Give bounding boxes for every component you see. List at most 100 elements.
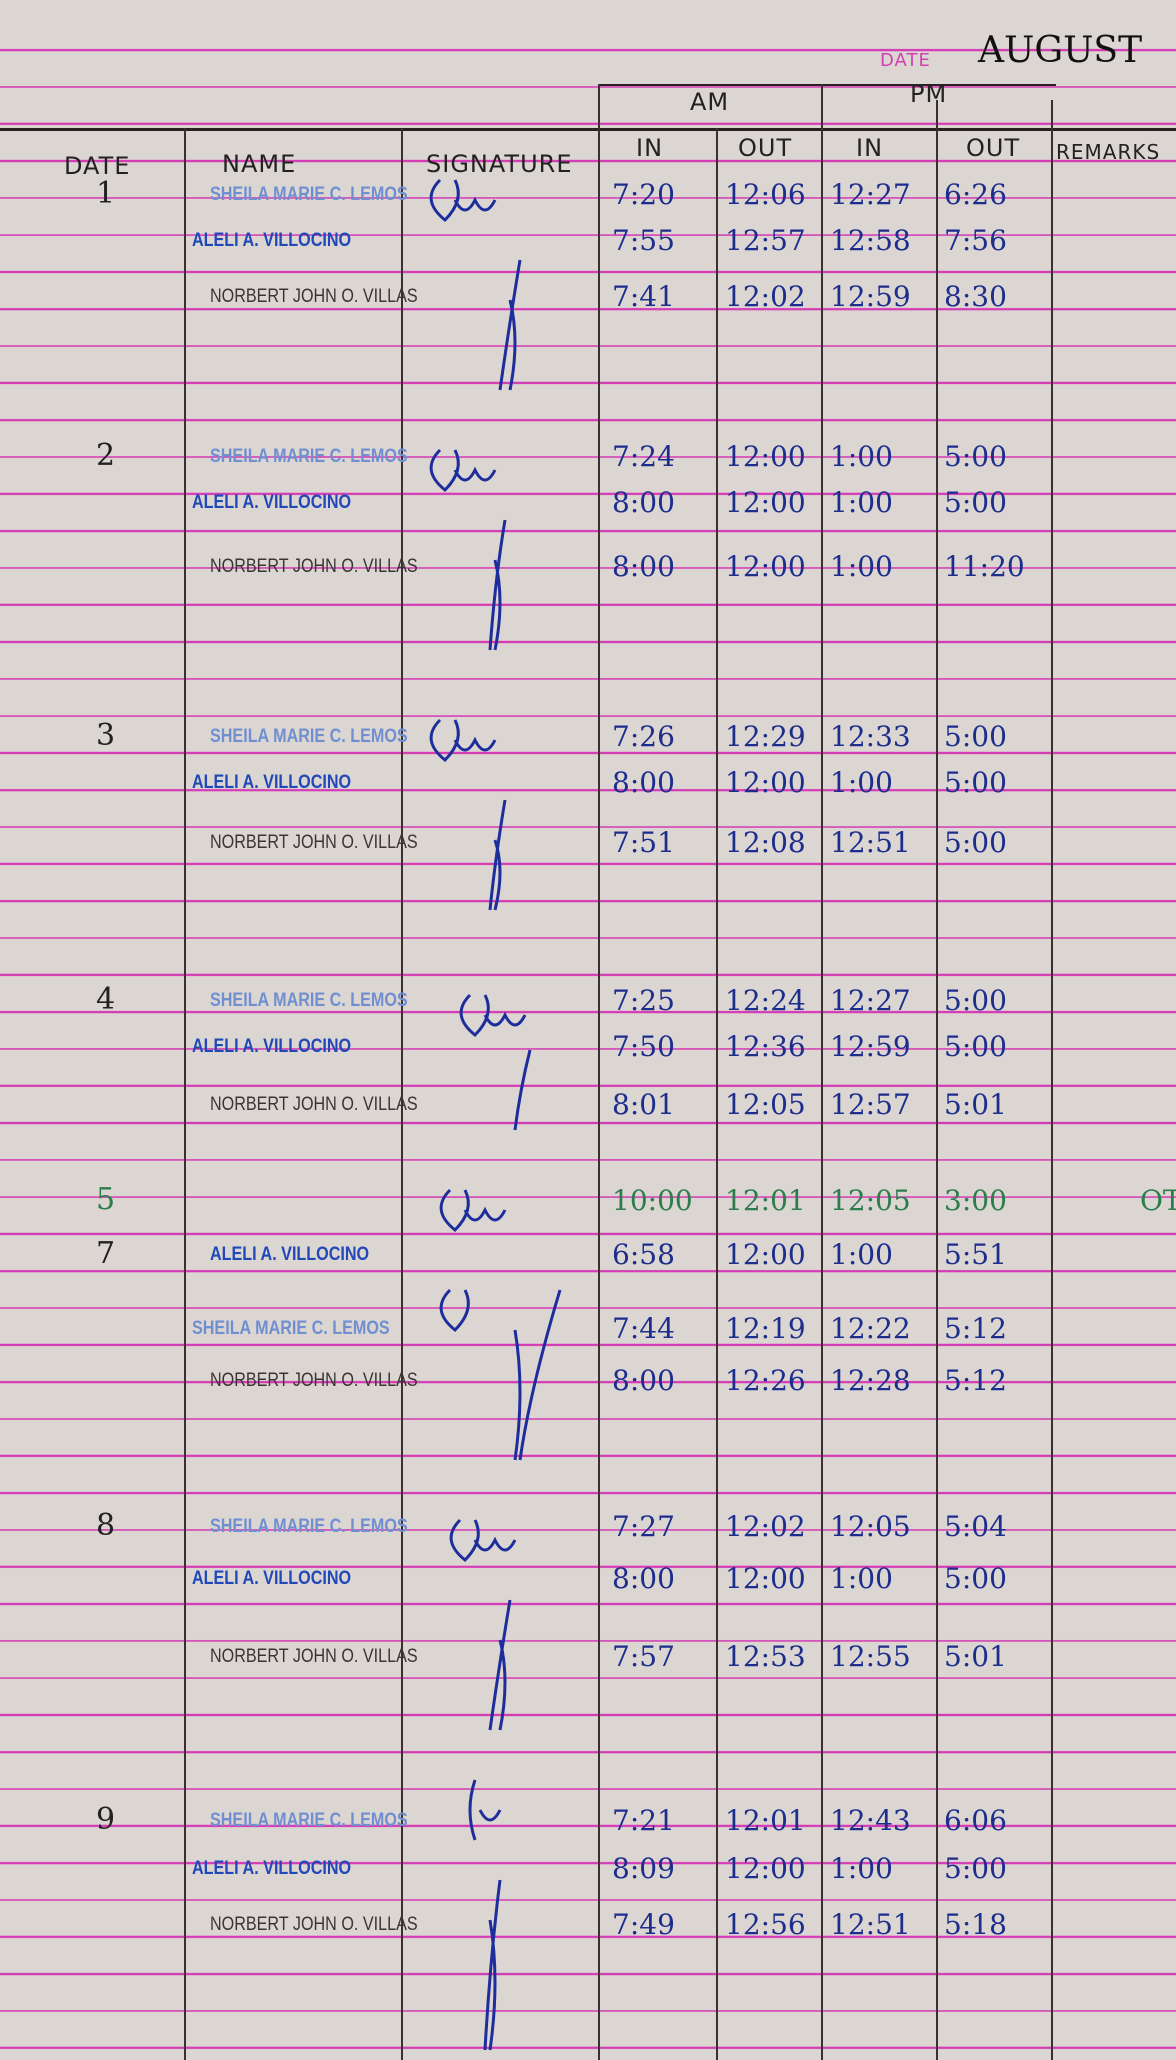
time-pm-out: 5:00: [944, 766, 1007, 799]
time-pm-in: 12:43: [830, 1804, 911, 1837]
time-pm-in: 12:27: [830, 178, 911, 211]
time-pm-in: 12:59: [830, 1030, 911, 1063]
time-pm-in: 12:22: [830, 1312, 911, 1345]
time-am-in: 7:55: [612, 224, 675, 257]
time-am-out: 12:36: [725, 1030, 806, 1063]
entry-date: 8: [96, 1508, 116, 1543]
am-out-header: OUT: [738, 134, 793, 162]
employee-name: SHEILA MARIE C. LEMOS: [210, 1516, 408, 1537]
time-am-in: 7:51: [612, 826, 675, 859]
time-am-out: 12:00: [725, 1238, 806, 1271]
time-am-in: 8:00: [612, 486, 675, 519]
entry-date: 1: [96, 176, 116, 211]
time-pm-in: 12:27: [830, 984, 911, 1017]
time-pm-in: 12:59: [830, 280, 911, 313]
time-am-in: 7:57: [612, 1640, 675, 1673]
time-pm-in: 1:00: [830, 440, 893, 473]
time-am-in: 7:26: [612, 720, 675, 753]
time-pm-out: 5:00: [944, 1852, 1007, 1885]
time-am-out: 12:01: [725, 1184, 806, 1217]
time-pm-out: 8:30: [944, 280, 1007, 313]
time-am-in: 7:49: [612, 1908, 675, 1941]
time-pm-out: 5:00: [944, 486, 1007, 519]
pm-out-header: OUT: [966, 134, 1021, 162]
month: AUGUST: [978, 30, 1143, 71]
time-am-in: 6:58: [612, 1238, 675, 1271]
employee-name: ALELI A. VILLOCINO: [192, 492, 352, 513]
time-pm-in: 1:00: [830, 486, 893, 519]
time-am-in: 7:21: [612, 1804, 675, 1837]
time-pm-out: 5:12: [944, 1364, 1007, 1397]
entry-date: 4: [96, 982, 116, 1017]
entry-date: 7: [96, 1236, 116, 1271]
am-in-header: IN: [636, 134, 664, 162]
employee-name: SHEILA MARIE C. LEMOS: [192, 1318, 390, 1339]
employee-name: SHEILA MARIE C. LEMOS: [210, 184, 408, 205]
time-am-in: 7:20: [612, 178, 675, 211]
col-line: [401, 128, 403, 2060]
time-pm-out: 6:26: [944, 178, 1007, 211]
time-pm-out: 5:00: [944, 1562, 1007, 1595]
time-pm-out: 7:56: [944, 224, 1007, 257]
time-am-out: 12:00: [725, 1562, 806, 1595]
entry-date: 3: [96, 718, 116, 753]
time-pm-in: 1:00: [830, 550, 893, 583]
time-remarks: OT: [1140, 1184, 1176, 1217]
time-pm-out: 11:20: [944, 550, 1025, 583]
time-pm-in: 1:00: [830, 1238, 893, 1271]
time-am-out: 12:06: [725, 178, 806, 211]
employee-name: SHEILA MARIE C. LEMOS: [210, 726, 408, 747]
employee-name: SHEILA MARIE C. LEMOS: [210, 446, 408, 467]
employee-name: SHEILA MARIE C. LEMOS: [210, 990, 408, 1011]
time-am-in: 8:00: [612, 1364, 675, 1397]
entry-date: 2: [96, 438, 116, 473]
date-label: DATE: [880, 50, 931, 71]
time-am-out: 12:02: [725, 280, 806, 313]
employee-name: NORBERT JOHN O. VILLAS: [210, 1646, 418, 1667]
time-am-out: 12:08: [725, 826, 806, 859]
time-pm-out: 5:00: [944, 1030, 1007, 1063]
time-am-out: 12:26: [725, 1364, 806, 1397]
col-line: [1051, 100, 1053, 2060]
date-header: DATE: [64, 152, 131, 180]
time-am-in: 8:00: [612, 1562, 675, 1595]
employee-name: NORBERT JOHN O. VILLAS: [210, 556, 418, 577]
time-pm-out: 5:01: [944, 1640, 1007, 1673]
time-am-out: 12:24: [725, 984, 806, 1017]
time-pm-in: 1:00: [830, 1562, 893, 1595]
employee-name: ALELI A. VILLOCINO: [192, 1568, 352, 1589]
time-pm-out: 6:06: [944, 1804, 1007, 1837]
entry-date: 5: [96, 1182, 116, 1217]
time-am-out: 12:00: [725, 486, 806, 519]
pm-header: PM: [910, 80, 948, 108]
time-am-out: 12:53: [725, 1640, 806, 1673]
employee-name: NORBERT JOHN O. VILLAS: [210, 1094, 418, 1115]
employee-name: ALELI A. VILLOCINO: [210, 1244, 370, 1265]
time-am-in: 7:50: [612, 1030, 675, 1063]
employee-name: NORBERT JOHN O. VILLAS: [210, 286, 418, 307]
time-pm-out: 5:51: [944, 1238, 1007, 1271]
am-header: AM: [690, 88, 730, 116]
col-line: [598, 84, 600, 2060]
employee-name: ALELI A. VILLOCINO: [192, 1858, 352, 1879]
time-am-in: 7:25: [612, 984, 675, 1017]
time-am-out: 12:02: [725, 1510, 806, 1543]
time-am-in: 8:01: [612, 1088, 675, 1121]
time-pm-in: 12:05: [830, 1510, 911, 1543]
col-line: [936, 100, 938, 2060]
time-am-in: 8:09: [612, 1852, 675, 1885]
header-rule: [0, 128, 1176, 131]
time-am-out: 12:00: [725, 766, 806, 799]
name-header: NAME: [222, 150, 297, 178]
time-pm-out: 5:04: [944, 1510, 1007, 1543]
remarks-header: REMARKS: [1056, 140, 1161, 164]
time-pm-in: 1:00: [830, 1852, 893, 1885]
col-line: [184, 128, 186, 2060]
time-pm-in: 12:57: [830, 1088, 911, 1121]
signature-header: SIGNATURE: [426, 150, 573, 178]
time-pm-in: 12:28: [830, 1364, 911, 1397]
ampm-rule: [598, 84, 1056, 86]
col-line: [821, 84, 823, 2060]
